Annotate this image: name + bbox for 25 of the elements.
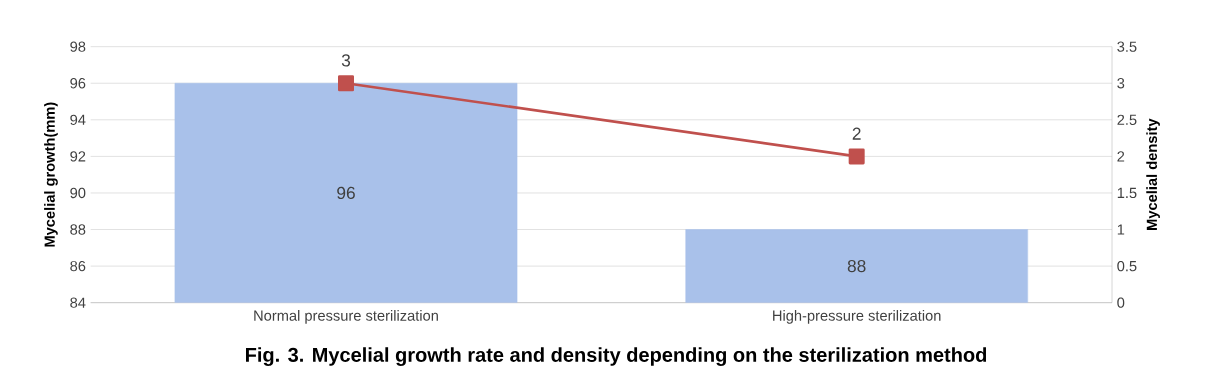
y-tick-label: 86	[70, 260, 86, 272]
data-label: 88	[847, 259, 866, 273]
y2-tick-label: 0.5	[1117, 260, 1137, 272]
y-tick-label: 96	[70, 78, 86, 89]
data-label: 2	[852, 127, 861, 140]
y-tick-label: 90	[70, 187, 86, 199]
x-tick-label: Normal pressure sterilization	[254, 310, 438, 324]
y-tick-label: 92	[70, 151, 86, 162]
y2-tick-label: 1.5	[1117, 187, 1137, 199]
text: Fig. 3. Mycelial growth rate and density depending on the sterilization method	[246, 347, 987, 366]
data-label: 3	[341, 54, 351, 67]
x-tick-label: High-pressure sterilization	[773, 310, 941, 324]
y-tick-label: 88	[70, 224, 86, 235]
y-tick-label: 98	[70, 41, 86, 52]
y-axis-title: Mycelial growth(mm)	[44, 102, 58, 247]
y-tick-label: 84	[70, 297, 86, 308]
y2-tick-label: 3	[1117, 78, 1125, 89]
y2-tick-label: 2.5	[1117, 114, 1137, 126]
data-label: 96	[337, 186, 355, 200]
y2-tick-label: 1	[1117, 224, 1125, 235]
y2-tick-label: 3.5	[1117, 41, 1137, 52]
y2-axis-title: Mycelial density	[1146, 118, 1160, 230]
y-tick-label: 94	[70, 114, 86, 126]
y2-tick-label: 2	[1117, 151, 1125, 162]
y2-tick-label: 0	[1117, 297, 1125, 308]
